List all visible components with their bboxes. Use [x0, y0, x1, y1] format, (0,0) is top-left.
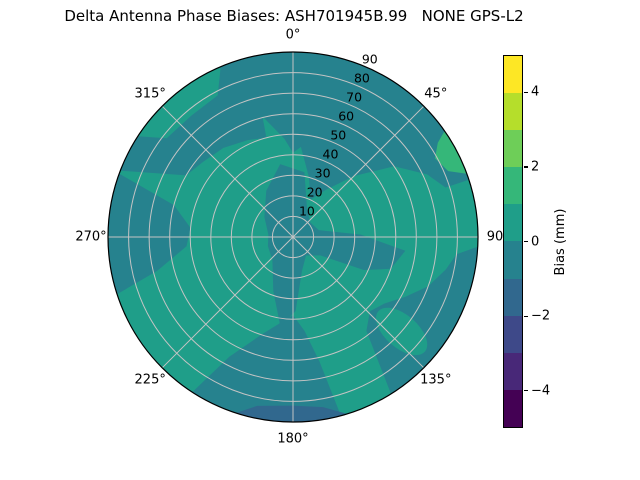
theta-tick-label-315: 315°: [134, 86, 166, 102]
colorbar-band: [504, 130, 522, 168]
colorbar-tick-label: −2: [531, 308, 551, 324]
colorbar-band: [504, 389, 522, 427]
theta-tick-label-135: 135°: [420, 372, 452, 388]
theta-tick-label-90: 90: [486, 229, 504, 245]
radial-tick-labels: 10 20 30 40 50 60 70 80 90: [299, 52, 378, 219]
contour-neg-region-center: [264, 164, 406, 327]
radial-tick-label: 10: [299, 204, 315, 219]
colorbar-band: [504, 241, 522, 279]
polar-grid: [108, 52, 478, 422]
radial-tick-label: 70: [346, 90, 362, 105]
polar-outline: [107, 51, 479, 423]
colorbar-band: [504, 93, 522, 131]
polar-plot: 10 20 30 40 50 60 70 80 90: [107, 51, 479, 423]
colorbar-tick-mark: [524, 91, 528, 93]
colorbar: [503, 55, 523, 428]
contour-neg-region-northwest: [120, 56, 267, 176]
contour-pos-region-east-rim: [435, 130, 467, 174]
contour-base-rim-wedge: [137, 66, 221, 139]
colorbar-tick-mark: [524, 390, 528, 392]
radial-tick-label: 90: [362, 52, 378, 67]
contour-neg-region-south: [192, 315, 341, 422]
colorbar-tick-label: −4: [531, 383, 551, 399]
colorbar-tick-mark: [524, 166, 528, 168]
colorbar-band: [504, 278, 522, 316]
grid-spoke: [292, 105, 425, 238]
chart-title: Delta Antenna Phase Biases: ASH701945B.9…: [64, 7, 524, 25]
radial-tick-label: 50: [330, 128, 346, 143]
colorbar-band: [504, 315, 522, 353]
colorbar-axis-label: Bias (mm): [553, 208, 568, 276]
contour-neg2-region-south-rim: [235, 405, 348, 422]
theta-tick-label-45: 45°: [424, 86, 448, 102]
colorbar-tick-mark: [524, 315, 528, 317]
radial-tick-label: 80: [354, 71, 370, 86]
colorbar-tick-label: 4: [531, 84, 540, 100]
colorbar-band: [504, 56, 522, 94]
colorbar-band: [504, 204, 522, 242]
radial-tick-label: 40: [323, 147, 339, 162]
radial-tick-label: 30: [315, 166, 331, 181]
grid-spoke: [161, 236, 294, 369]
radial-tick-label: 20: [307, 185, 323, 200]
contour-neg-region-topright: [220, 52, 469, 200]
colorbar-tick-label: 0: [531, 234, 540, 249]
theta-tick-label-270: 270°: [75, 229, 107, 245]
grid-spoke: [161, 105, 294, 238]
theta-tick-label-0: 0°: [285, 27, 301, 43]
colorbar-band: [504, 167, 522, 205]
radial-tick-label: 60: [338, 109, 354, 124]
theta-tick-label-180: 180°: [277, 431, 309, 447]
theta-tick-label-225: 225°: [134, 372, 166, 388]
contour-neg-region-southeast: [366, 246, 478, 394]
colorbar-tick-mark: [524, 240, 528, 243]
colorbar-tick-label: 2: [531, 159, 540, 175]
colorbar-band: [504, 352, 522, 390]
grid-spoke: [292, 236, 425, 369]
